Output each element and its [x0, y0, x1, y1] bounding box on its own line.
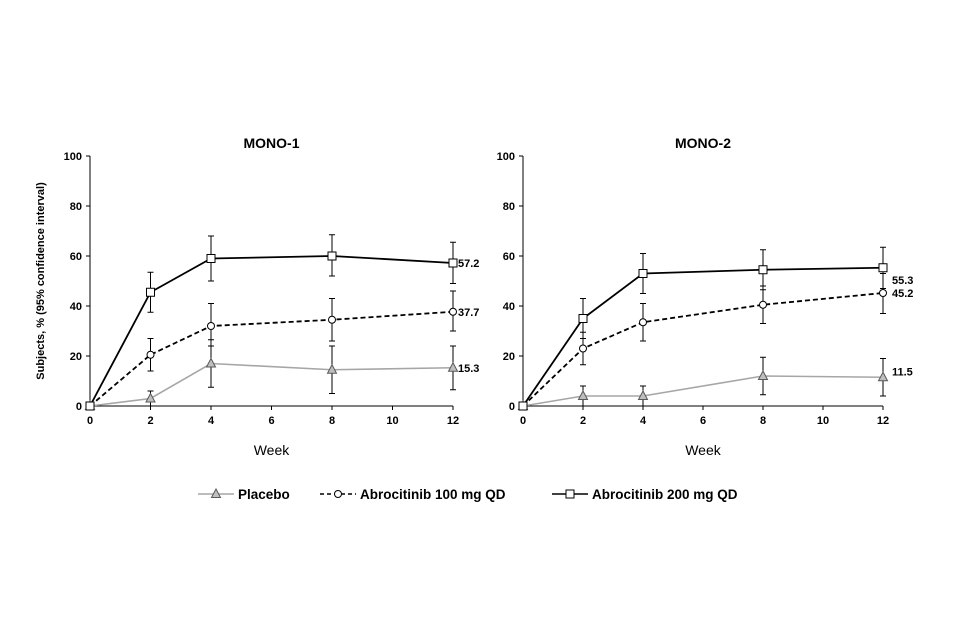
legend-label: Abrocitinib 200 mg QD	[592, 487, 738, 502]
x-axis-label: Week	[685, 442, 722, 458]
x-tick-label: 4	[640, 415, 647, 427]
data-point	[327, 251, 337, 261]
data-point	[518, 401, 528, 411]
series-placebo	[84, 339, 459, 410]
chart-title: MONO-1	[244, 135, 300, 151]
data-point	[578, 314, 588, 323]
y-tick-label: 60	[70, 251, 82, 263]
x-tick-label: 2	[147, 415, 153, 427]
data-point	[759, 300, 767, 309]
data-label: 15.3	[458, 363, 479, 375]
data-point	[877, 371, 889, 382]
data-label: 45.2	[892, 288, 913, 300]
x-tick-label: 8	[329, 415, 335, 427]
data-point	[879, 289, 887, 297]
data-point	[206, 254, 216, 263]
series-abrocitinib-200-mg-qd	[85, 234, 458, 411]
y-tick-label: 0	[509, 401, 515, 413]
y-tick-label: 80	[70, 201, 82, 213]
legend-item-abrocitinib-200-mg-qd: Abrocitinib 200 mg QD	[552, 487, 738, 502]
y-tick-label: 40	[503, 301, 515, 313]
x-tick-label: 10	[386, 415, 398, 427]
data-point	[758, 265, 768, 275]
y-tick-label: 100	[64, 151, 82, 163]
x-axis-label: Week	[254, 442, 291, 458]
y-tick-label: 40	[70, 301, 82, 313]
x-tick-label: 12	[447, 415, 459, 427]
data-point	[447, 361, 459, 372]
legend-label: Abrocitinib 100 mg QD	[360, 487, 506, 502]
x-tick-label: 0	[87, 415, 93, 427]
data-point	[146, 350, 155, 359]
y-tick-label: 60	[503, 251, 515, 263]
data-point	[757, 369, 769, 380]
x-tick-label: 0	[520, 415, 526, 427]
data-point	[85, 401, 95, 411]
data-label: 37.7	[458, 307, 479, 319]
series-line	[522, 375, 884, 407]
legend-item-placebo: Placebo	[198, 487, 290, 502]
data-label: 57.2	[458, 258, 479, 270]
x-tick-label: 4	[208, 415, 215, 427]
legend-swatch-marker	[210, 487, 222, 498]
data-point	[638, 269, 648, 278]
y-tick-label: 20	[503, 351, 515, 363]
series-line	[89, 310, 454, 407]
data-point	[637, 389, 649, 400]
data-label: 11.5	[892, 366, 913, 378]
y-axis-label: Subjects, % (95% confidence interval)	[35, 182, 47, 380]
x-tick-label: 10	[817, 415, 829, 427]
data-point	[328, 315, 336, 324]
data-point	[207, 322, 215, 330]
chart-title: MONO-2	[675, 135, 731, 151]
legend: Placebo Abrocitinib 100 mg QD Abrocitinib …	[198, 487, 738, 502]
data-point	[577, 389, 589, 400]
x-tick-label: 8	[760, 415, 766, 427]
x-tick-label: 6	[700, 415, 706, 427]
x-tick-label: 12	[877, 415, 889, 427]
data-point	[326, 363, 338, 374]
x-tick-label: 2	[580, 415, 586, 427]
y-tick-label: 0	[76, 401, 82, 413]
series-line	[522, 292, 884, 407]
y-tick-label: 80	[503, 201, 515, 213]
data-point	[639, 318, 647, 327]
data-point	[448, 258, 458, 268]
series-abrocitinib-200-mg-qd	[518, 246, 888, 411]
data-point	[205, 357, 217, 368]
chart-panel-mono-2: MONO-2 0 20 40 60 80 100 0 2 4 6 8 10 12 Week 55.345.2 1…	[497, 135, 914, 458]
data-point	[878, 263, 888, 273]
x-tick-label: 6	[268, 415, 274, 427]
legend-item-abrocitinib-100-mg-qd: Abrocitinib 100 mg QD	[320, 487, 506, 502]
data-point	[145, 392, 156, 403]
data-point	[579, 344, 587, 353]
y-tick-label: 20	[70, 351, 82, 363]
legend-swatch-marker	[565, 489, 575, 499]
legend-swatch-marker	[334, 490, 342, 498]
series-placebo	[517, 356, 889, 410]
series-abrocitinib-100-mg-qd	[519, 273, 887, 410]
chart-panel-mono-1: MONO-1 0 20 40 60 80 100 0 2 4 6 8 10 12 Week Subjects,…	[35, 135, 479, 458]
data-point	[449, 307, 457, 316]
series-line	[89, 255, 454, 407]
data-label: 55.3	[892, 275, 913, 287]
legend-label: Placebo	[238, 487, 290, 502]
y-tick-label: 100	[497, 151, 515, 163]
series-line	[89, 362, 454, 407]
data-point	[146, 287, 155, 297]
